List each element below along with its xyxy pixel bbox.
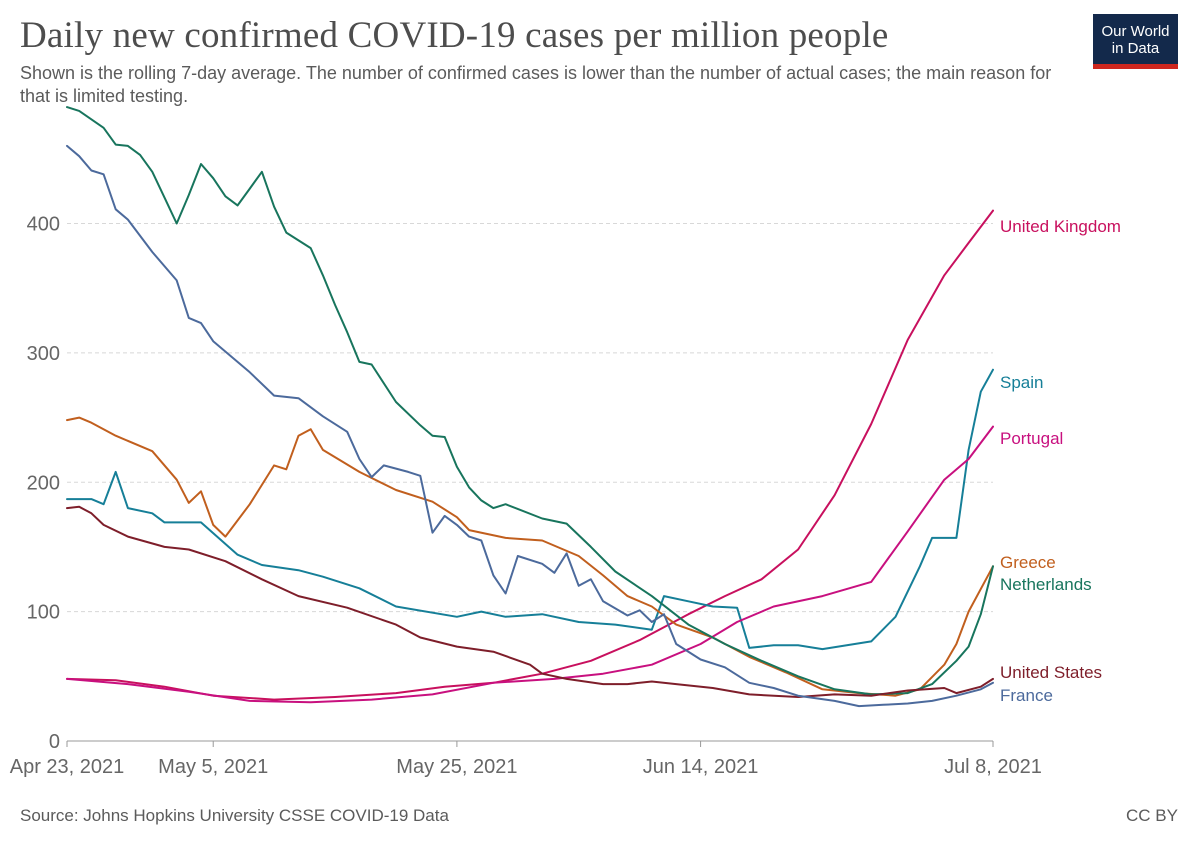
logo-line-2: in Data [1111,40,1160,57]
chart-title: Daily new confirmed COVID-19 cases per m… [20,15,889,56]
series-label-spain[interactable]: Spain [1000,373,1043,392]
series-label-united-kingdom[interactable]: United Kingdom [1000,217,1121,236]
series-line-united-kingdom[interactable] [66,209,994,701]
series-label-portugal[interactable]: Portugal [1000,429,1063,448]
series-label-netherlands[interactable]: Netherlands [1000,575,1092,594]
logo-line-1: Our World [1101,23,1170,40]
series-label-united-states[interactable]: United States [1000,663,1102,682]
series-line-portugal[interactable] [66,425,994,704]
chart-subtitle: Shown is the rolling 7-day average. The … [20,63,1052,106]
owid-logo[interactable]: Our World in Data [1093,14,1178,69]
series-lines [66,106,994,708]
series-line-spain[interactable] [66,368,994,651]
x-tick-label: May 25, 2021 [396,756,517,778]
axes: 0 100 200 300 400 Apr 23, 2021 May 5, 2021 May … [10,214,1042,779]
source-note: Source: Johns Hopkins University CSSE CO… [20,806,449,825]
x-tick-label: Apr 23, 2021 [10,756,125,778]
series-label-greece[interactable]: Greece [1000,553,1056,572]
series-line-france[interactable] [66,144,994,708]
y-tick-label: 300 [27,343,60,365]
x-tick-label: Jul 8, 2021 [944,756,1042,778]
series-line-netherlands[interactable] [66,106,994,696]
x-tick-label: Jun 14, 2021 [643,756,759,778]
y-tick-label: 200 [27,472,60,494]
series-label-france[interactable]: France [1000,686,1053,705]
grid-lines [67,223,993,613]
y-tick-label: 100 [27,602,60,624]
series-labels: United Kingdom Spain Portugal Greece Netherl… [1000,217,1121,705]
license-link[interactable]: CC BY [1126,806,1178,825]
y-tick-label: 0 [49,731,60,753]
x-tick-label: May 5, 2021 [158,756,268,778]
y-tick-label: 400 [27,214,60,236]
series-line-united-states[interactable] [66,505,994,698]
